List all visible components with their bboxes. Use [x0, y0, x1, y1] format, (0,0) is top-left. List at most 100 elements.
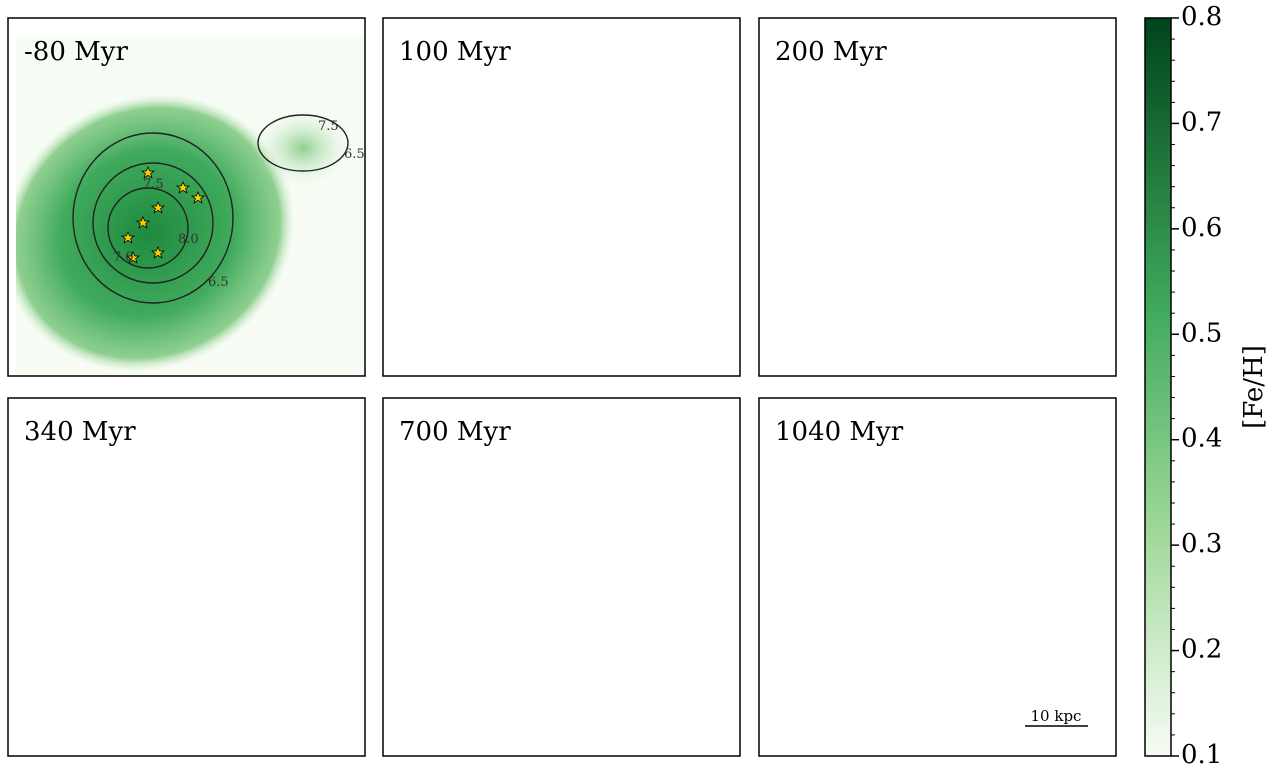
star [923, 222, 935, 233]
panel: 7.5 8.0 7.0 6.5 7.5 6.5 [16, 36, 365, 376]
contour [899, 168, 979, 248]
star [152, 557, 164, 568]
contour-label: 6.5 [879, 667, 900, 682]
contour [73, 493, 293, 713]
star [190, 191, 206, 204]
contour-label: 8.0 [931, 190, 952, 205]
panel-label: -80 Myr [24, 37, 128, 67]
colorbar-tick-label: 0.8 [1181, 2, 1222, 32]
star [120, 231, 136, 244]
panel-label: 700 Myr [399, 417, 511, 447]
star [617, 162, 629, 173]
star [180, 570, 192, 581]
contour [799, 478, 1079, 698]
contour-label: 6.5 [273, 622, 294, 637]
contour-label: 8.0 [178, 232, 199, 247]
contour-label: 6.5 [799, 557, 820, 572]
metallicity-map [443, 108, 703, 328]
contour [839, 83, 1019, 303]
contour [433, 223, 553, 303]
contour-label: 6.5 [658, 217, 679, 232]
contour-label: 7.0 [248, 507, 269, 522]
colorbar-tick-label: 0.7 [1181, 107, 1222, 137]
star [933, 572, 945, 583]
metallicity-map [383, 118, 563, 278]
scale-bar-label: 10 kpc [1031, 707, 1082, 725]
panel-background [759, 398, 1116, 756]
colorbar-tick-label: 0.6 [1181, 213, 1222, 243]
panel-background [383, 18, 740, 376]
star [938, 197, 950, 208]
colorbar-tick-label: 0.2 [1181, 635, 1222, 665]
star [557, 182, 569, 193]
contour [423, 458, 703, 698]
star [150, 246, 166, 259]
contour-label: 6.5 [208, 275, 229, 290]
star [928, 202, 940, 213]
contour [257, 114, 349, 172]
colorbar-tick-label: 0.1 [1181, 740, 1222, 770]
contour [107, 187, 189, 269]
metallicity-map [78, 388, 218, 528]
contour-label: 7.5 [208, 552, 229, 567]
panel-background [383, 398, 740, 756]
colorbar-tick-label: 0.3 [1181, 529, 1222, 559]
contour-label: 6.5 [448, 577, 469, 592]
colorbar-label: [Fe/H] [1239, 345, 1266, 429]
panel-label: 340 Myr [24, 417, 136, 447]
panel-background [8, 398, 365, 756]
contour-label: 8.0 [158, 592, 179, 607]
contour-label: 6.5 [864, 282, 885, 297]
star [612, 217, 624, 228]
contour-label: 7.5 [967, 619, 988, 634]
star [187, 570, 199, 581]
colorbar-tick-label: 0.5 [1181, 318, 1222, 348]
colorbar-tick-label: 0.4 [1181, 424, 1222, 454]
panel-label: 100 Myr [399, 37, 511, 67]
colorbar [1144, 17, 1172, 757]
contour-label: 7.5 [939, 77, 960, 92]
star [150, 201, 166, 214]
metallicity-map [323, 378, 563, 578]
panel-frame [7, 17, 366, 377]
contour [508, 523, 608, 623]
contour [859, 503, 1019, 663]
metallicity-map [959, 518, 1119, 678]
star [147, 587, 159, 598]
panel-frame [382, 17, 741, 377]
star [567, 187, 579, 198]
panel-label: 1040 Myr [775, 417, 904, 447]
star [555, 570, 567, 581]
panel-frame [382, 397, 741, 757]
panel-frame [758, 397, 1117, 757]
metallicity-map [28, 448, 328, 728]
contour-label: 7.0 [463, 552, 484, 567]
star [140, 166, 156, 179]
metallicity-map [909, 8, 1109, 148]
star [537, 127, 549, 138]
star [577, 182, 589, 193]
contour-label: 7.0 [623, 622, 644, 637]
contour [874, 138, 994, 258]
contour [92, 162, 214, 284]
metallicity-map [774, 448, 1114, 728]
contour-label: 7.0 [688, 632, 709, 647]
contour-label: 7.5 [318, 119, 339, 134]
contour-label: 8.0 [939, 527, 960, 542]
star [487, 247, 499, 258]
contour-label: 7.5 [518, 537, 539, 552]
panel-background [759, 18, 1116, 376]
star [175, 181, 191, 194]
contour-label: 8.0 [583, 572, 604, 587]
contour-label: 6.5 [344, 147, 365, 162]
arrow [555, 693, 578, 713]
panel-frame [758, 17, 1117, 377]
star [135, 216, 151, 229]
star [943, 57, 955, 68]
contour-label: 6.5 [989, 87, 1010, 102]
contour-label: 7.0 [113, 250, 134, 265]
contour-label: 7.0 [518, 252, 539, 267]
metallicity-map [253, 108, 353, 188]
panel: 8.0 7.0 7.5 6.5 6.5 [759, 398, 1119, 756]
contour-label: 7.5 [143, 177, 164, 192]
